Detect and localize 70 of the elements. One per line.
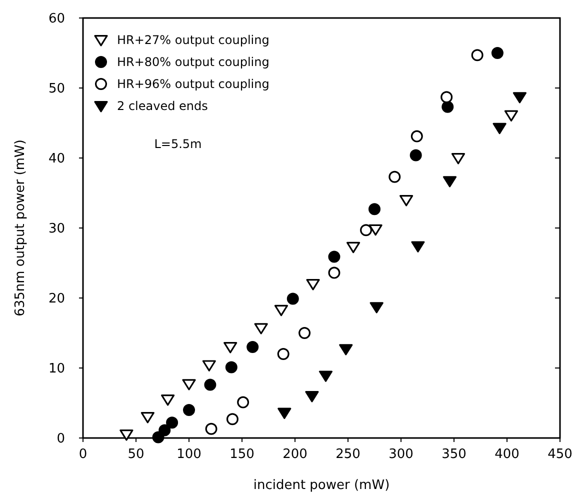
x-tick-label: 100 — [176, 447, 202, 462]
point — [286, 292, 299, 305]
point — [225, 361, 238, 374]
point — [246, 341, 259, 353]
point — [368, 224, 382, 236]
point — [204, 378, 216, 391]
y-tick-label: 30 — [48, 222, 65, 237]
point — [410, 149, 422, 162]
point — [274, 304, 288, 316]
point — [166, 416, 178, 429]
x-tick-label: 400 — [494, 447, 520, 462]
y-tick-label: 20 — [48, 292, 65, 307]
legend-label: 2 cleaved ends — [117, 99, 208, 114]
y-tick-label: 40 — [48, 152, 65, 167]
point — [346, 242, 360, 254]
x-tick-label: 250 — [336, 447, 360, 462]
point — [504, 110, 518, 122]
point — [205, 422, 218, 435]
point — [339, 344, 353, 356]
point — [368, 203, 380, 216]
x-tick-label: 350 — [442, 447, 466, 462]
y-tick-label: 50 — [48, 82, 65, 97]
y-tick-label: 0 — [56, 432, 65, 447]
point — [183, 404, 195, 416]
x-tick-label: 300 — [388, 447, 414, 462]
point — [451, 153, 466, 164]
point — [158, 424, 171, 436]
point — [440, 91, 453, 104]
x-axis-title: incident power (mW) — [253, 478, 390, 493]
point — [306, 279, 320, 290]
point — [254, 323, 268, 334]
point — [161, 394, 175, 406]
x-tick-label: 450 — [548, 447, 572, 462]
point — [471, 49, 484, 62]
point — [182, 379, 196, 390]
point — [410, 130, 423, 142]
point — [277, 348, 290, 360]
point — [120, 430, 134, 441]
point — [360, 224, 372, 236]
x-tick-label: 150 — [230, 447, 254, 462]
point — [388, 170, 401, 183]
point — [491, 47, 504, 59]
y-tick-label: 10 — [48, 362, 65, 377]
point — [512, 92, 527, 104]
point — [318, 370, 333, 382]
point — [226, 413, 238, 426]
point — [278, 408, 292, 419]
x-tick-label: 0 — [78, 447, 88, 462]
point — [298, 327, 311, 339]
point — [411, 241, 425, 252]
point — [442, 176, 457, 188]
point — [202, 360, 216, 372]
point — [370, 302, 384, 314]
legend-label: HR+96% output coupling — [117, 77, 270, 92]
legend-label: HR+80% output coupling — [117, 55, 270, 70]
point — [305, 391, 319, 402]
point — [328, 250, 340, 263]
annotation: L=5.5m — [154, 137, 202, 151]
y-tick-label: 60 — [48, 12, 65, 27]
point — [442, 100, 454, 113]
point — [140, 412, 154, 424]
legend-label: HR+27% output coupling — [117, 33, 270, 48]
point — [400, 195, 414, 206]
point — [237, 396, 250, 408]
y-axis-title: 635nm output power (mW) — [13, 140, 28, 316]
point — [224, 342, 238, 354]
point — [328, 266, 340, 279]
point — [492, 122, 506, 134]
x-tick-label: 200 — [282, 447, 308, 462]
x-tick-label: 50 — [128, 447, 144, 462]
